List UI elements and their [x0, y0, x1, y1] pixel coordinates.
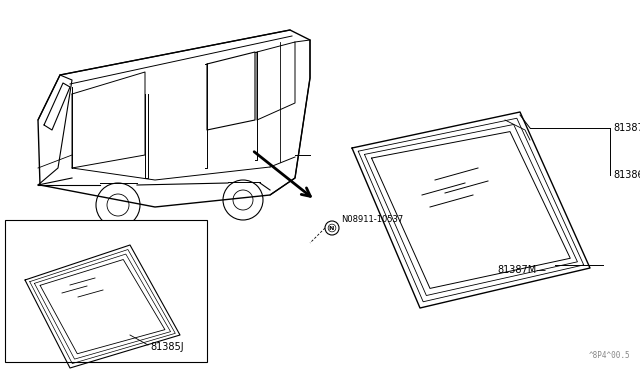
- Text: 81385J: 81385J: [150, 342, 184, 352]
- Text: 81387: 81387: [613, 123, 640, 133]
- Text: 81386: 81386: [613, 170, 640, 180]
- Text: N08911-10537: N08911-10537: [341, 215, 403, 224]
- Text: N: N: [328, 225, 333, 231]
- Text: ^8P4^00.5: ^8P4^00.5: [588, 351, 630, 360]
- Bar: [5, 220, 207, 362]
- Text: 81387M—: 81387M—: [497, 265, 546, 275]
